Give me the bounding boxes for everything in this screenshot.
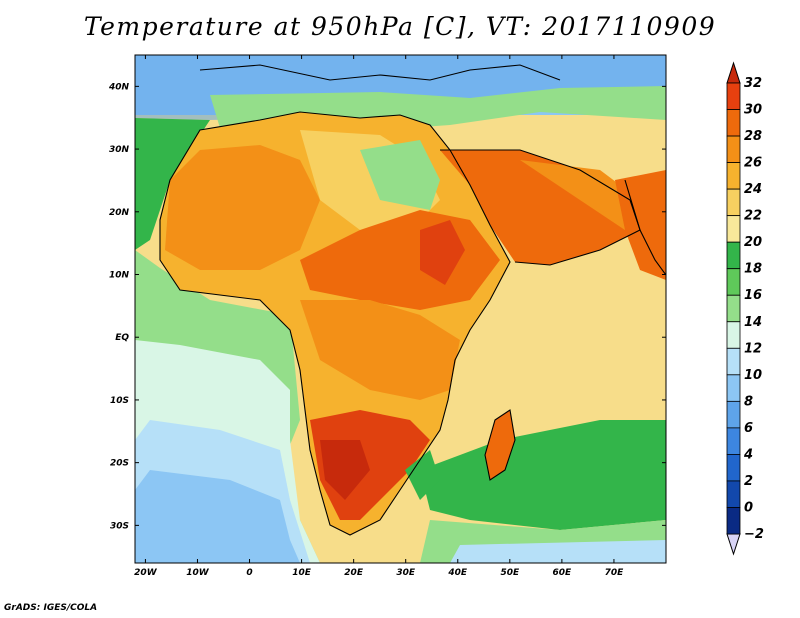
- map-title: Temperature at 950hPa [C], VT: 201711090…: [83, 12, 717, 41]
- sahara-west-warm: [165, 145, 320, 270]
- colorbar-label: 26: [744, 156, 762, 171]
- colorbar-label: 14: [744, 315, 762, 330]
- temperature-field: [135, 55, 666, 563]
- colorbar-label: 24: [744, 182, 762, 197]
- lon-tick-label: 50E: [500, 568, 520, 578]
- colorbar-label: 20: [744, 235, 762, 250]
- lon-tick-label: 30E: [396, 568, 416, 578]
- colorbar-swatch: [726, 162, 741, 190]
- colorbar-swatch: [726, 454, 741, 482]
- europe-coastline: [199, 64, 561, 81]
- colorbar-label: 32: [744, 76, 762, 91]
- lat-tick-label: 30N: [109, 145, 130, 155]
- africa-coastline: [159, 111, 511, 536]
- atlantic-green: [135, 118, 210, 250]
- colorbar-swatch: [726, 347, 741, 376]
- colorbar-label: 16: [744, 288, 762, 303]
- equatorial-warm: [300, 300, 460, 400]
- colorbar-label: 28: [744, 129, 762, 144]
- colorbar-swatch: [726, 109, 741, 137]
- colorbar-swatch: [726, 427, 741, 455]
- colorbar-label: 30: [744, 103, 762, 118]
- mozambique-green: [405, 450, 440, 500]
- egypt-green: [360, 140, 440, 210]
- lat-tick-label: 40N: [108, 82, 130, 92]
- colorbar-swatch: [726, 188, 741, 217]
- colorbar-swatch: [726, 480, 741, 508]
- lon-tick-label: 0: [246, 568, 252, 578]
- latitude-axis: 40N 30N 20N 10N EQ 10S 20S 30S: [108, 82, 666, 531]
- lon-tick-label: 20W: [134, 568, 158, 578]
- lon-tick-label: 10W: [186, 568, 210, 578]
- colorbar-label: 2: [744, 474, 753, 489]
- colorbar-bottom-arrow: [726, 533, 741, 556]
- colorbar-label: 10: [744, 368, 762, 383]
- lon-tick-label: 10E: [292, 568, 312, 578]
- colorbar-swatch: [726, 400, 741, 429]
- colorbar-top-arrow: [726, 61, 741, 84]
- madagascar-coastline: [484, 409, 516, 481]
- lon-tick-label: 60E: [553, 568, 573, 578]
- india-coastline: [624, 179, 666, 276]
- colorbar-swatch: [726, 215, 741, 243]
- longitude-axis: 20W 10W 0 10E 20E 30E 40E 50E 60E 70E: [134, 55, 624, 578]
- lat-tick-label: 30S: [110, 521, 129, 531]
- lat-tick-label: 10S: [110, 396, 129, 406]
- colorbar-label: 22: [744, 209, 762, 224]
- india-hot: [615, 170, 666, 280]
- colorbar-label: 12: [744, 341, 762, 356]
- coastlines: [159, 64, 666, 536]
- colorbar-swatch: [726, 507, 741, 535]
- colorbar-swatch: [726, 268, 741, 296]
- indian-ocean-green: [420, 420, 666, 530]
- lat-tick-label: 20N: [109, 208, 130, 218]
- colorbar-label: −2: [744, 527, 764, 542]
- colorbar-label: 18: [744, 262, 762, 277]
- lat-tick-label: 10N: [109, 271, 130, 281]
- colorbar-swatch: [726, 321, 741, 349]
- colorbar-swatch: [726, 135, 741, 163]
- south-atlantic-blue: [135, 470, 300, 563]
- map-frame: [134, 54, 667, 564]
- colorbar-label: 8: [744, 394, 753, 409]
- lon-tick-label: 70E: [605, 568, 625, 578]
- colorbar-label: 0: [744, 500, 753, 515]
- colorbar-swatch: [726, 82, 741, 110]
- colorbar-label: 6: [744, 421, 753, 436]
- lon-tick-label: 40E: [447, 568, 468, 578]
- colorbar-swatch: [726, 241, 741, 270]
- colorbar-swatch: [726, 294, 741, 323]
- lat-tick-label: 20S: [110, 459, 129, 469]
- indian-ocean-lightblue: [450, 540, 666, 563]
- kalahari-hottest: [320, 440, 370, 500]
- sudan-hottest: [420, 220, 465, 285]
- colorbar-label: 4: [743, 447, 753, 462]
- grads-credit: GrADS: IGES/COLA: [4, 603, 98, 613]
- lat-tick-label: EQ: [115, 333, 129, 343]
- colorbar-swatch: [726, 374, 741, 402]
- lon-tick-label: 20E: [344, 568, 364, 578]
